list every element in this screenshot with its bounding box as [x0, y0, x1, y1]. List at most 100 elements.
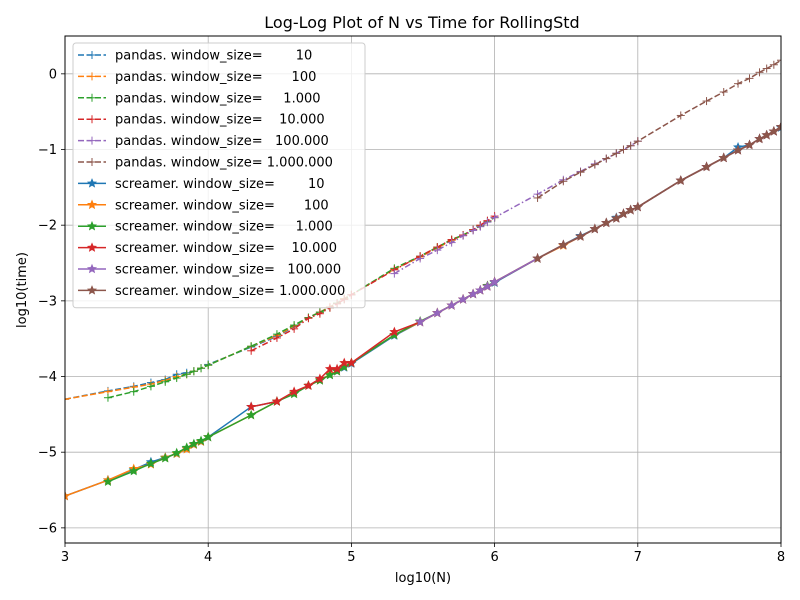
data-point — [768, 126, 779, 136]
legend-marker — [86, 263, 98, 274]
data-point — [459, 231, 468, 240]
data-point — [103, 393, 112, 402]
data-point — [182, 370, 191, 379]
y-axis-label: log10(time) — [15, 252, 30, 328]
data-point — [247, 346, 256, 355]
data-point — [490, 213, 499, 222]
data-point — [146, 382, 155, 391]
legend-label: pandas. window_size= 1.000.000 — [115, 156, 333, 171]
data-point — [145, 458, 156, 468]
legend-label: screamer. window_size= 10.000 — [115, 241, 337, 256]
data-point — [754, 133, 765, 144]
data-point — [181, 442, 192, 452]
x-tick-label: 8 — [777, 550, 785, 565]
data-point — [272, 333, 281, 342]
legend-label: pandas. window_size= 1.000 — [115, 91, 321, 106]
data-point — [633, 137, 642, 146]
plot-frame — [64, 35, 782, 544]
data-point — [432, 307, 443, 318]
data-point — [128, 465, 139, 476]
data-point — [675, 175, 686, 185]
legend-label: pandas. window_size= 100.000 — [115, 134, 329, 149]
legend-label: pandas. window_size= 10.000 — [115, 113, 325, 128]
data-point — [389, 326, 400, 337]
data-point — [601, 217, 612, 228]
data-point — [468, 288, 479, 299]
data-point — [626, 141, 635, 150]
data-point — [533, 193, 542, 202]
data-point — [625, 204, 636, 215]
data-point — [618, 208, 629, 219]
legend-box — [72, 42, 366, 309]
data-point — [447, 238, 456, 247]
data-point — [172, 374, 181, 383]
tick-layer: 3 4 5 6 7 8 −6 −5 −4 −3 −2 −1 0 — [38, 67, 785, 565]
y-tick-label: −2 — [38, 219, 57, 234]
legend-label: screamer. window_size= 100.000 — [115, 263, 341, 278]
legend-entry: pandas. window_size= 1.000.000 — [78, 156, 333, 171]
data-point — [575, 231, 586, 241]
legend-entry: screamer. window_size= 10.000 — [78, 241, 337, 256]
legend-marker — [86, 285, 98, 295]
data-point — [65, 490, 71, 501]
data-point — [558, 239, 569, 250]
data-point — [777, 56, 781, 65]
data-point — [619, 145, 628, 154]
legend-label: screamer. window_size= 10 — [115, 177, 325, 192]
data-point — [65, 395, 69, 404]
data-point — [196, 435, 207, 446]
series-4 — [390, 137, 642, 278]
data-point — [532, 253, 543, 263]
data-point — [576, 168, 585, 177]
data-point — [755, 68, 764, 77]
legend-label: screamer. window_size= 1.000.000 — [115, 284, 345, 299]
data-point — [458, 294, 469, 304]
data-point — [324, 369, 335, 380]
legend-label: screamer. window_size= 100 — [115, 198, 329, 213]
y-tick-label: −4 — [38, 370, 57, 385]
x-tick-label: 4 — [204, 550, 212, 565]
data-point — [590, 160, 599, 169]
x-axis-label: log10(N) — [395, 571, 451, 586]
data-point — [189, 367, 198, 376]
legend-marker — [86, 178, 98, 188]
data-point — [761, 129, 772, 140]
data-point — [589, 223, 600, 234]
data-point — [102, 476, 113, 486]
y-tick-label: −3 — [38, 294, 57, 309]
legend-label: pandas. window_size= 10 — [115, 49, 312, 64]
x-tick-label: 5 — [347, 550, 355, 565]
legend-marker — [88, 93, 96, 102]
legend-label: screamer. window_size= 1.000 — [115, 220, 333, 235]
data-point — [197, 364, 206, 373]
data-point — [415, 316, 426, 327]
data-point — [289, 386, 300, 396]
legend-marker — [88, 115, 96, 124]
data-point — [161, 377, 170, 386]
data-point — [469, 226, 478, 235]
data-point — [718, 152, 729, 163]
data-point — [246, 409, 257, 420]
data-point — [744, 139, 755, 150]
y-tick-label: −5 — [38, 446, 57, 461]
data-point — [612, 149, 621, 158]
data-point — [701, 161, 712, 172]
data-point — [733, 144, 744, 155]
data-point — [602, 154, 611, 163]
data-point — [303, 380, 314, 390]
data-point — [416, 254, 425, 263]
data-point — [271, 396, 282, 406]
data-point — [304, 314, 313, 323]
legend-marker — [88, 158, 96, 166]
series-5 — [533, 56, 781, 202]
series-line — [537, 59, 781, 199]
data-point — [129, 387, 138, 396]
legend-label: pandas. window_size= 100 — [115, 70, 316, 85]
data-point — [745, 74, 754, 83]
data-point — [559, 177, 568, 186]
data-point — [390, 269, 399, 278]
legend-marker — [86, 220, 98, 231]
data-point — [446, 300, 457, 310]
legend-marker — [88, 136, 96, 145]
